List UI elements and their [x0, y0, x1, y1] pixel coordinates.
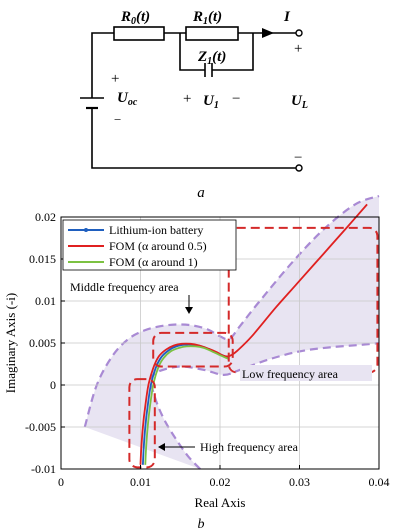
- nyquist-chart: 0 0.01 0.02 0.03 0.04 -0.01 -0.005 0 0.005 0.01 0.…: [3, 194, 390, 531]
- x-tick-label-1: 0.01: [130, 475, 151, 489]
- x-tick-label-3: 0.03: [289, 475, 310, 489]
- envelope-fill: [84, 196, 380, 469]
- wire-bottom: [91, 108, 296, 169]
- legend-label-fom1: FOM (α around 1): [109, 255, 198, 269]
- series-line-2: [144, 345, 230, 465]
- label-current: I: [283, 9, 291, 25]
- label-u1-plus: +: [183, 91, 191, 107]
- label-r0: R0(t): [120, 9, 150, 27]
- y-tick-label-5: 0.015: [29, 252, 56, 266]
- x-axis-label: Real Axis: [195, 495, 246, 510]
- caption-b: b: [198, 517, 205, 531]
- label-u1-minus: −: [232, 91, 240, 107]
- ticks-layer: 0 0.01 0.02 0.03 0.04 -0.01 -0.005 0 0.005 0.01 0.…: [25, 210, 390, 489]
- current-arrow-icon: [262, 28, 274, 38]
- middle-arrowhead-icon: [185, 307, 193, 314]
- legend: Lithium-ion battery FOM (α around 0.5) F…: [62, 219, 237, 271]
- resistor-r1: [185, 26, 239, 41]
- x-tick-label-0: 0: [58, 475, 64, 489]
- terminal-bottom: [295, 164, 303, 172]
- label-r1: R1(t): [192, 9, 222, 27]
- resistor-r0: [113, 26, 165, 41]
- label-ul: UL: [291, 93, 308, 111]
- y-tick-label-4: 0.01: [35, 294, 56, 308]
- y-tick-label-2: 0: [50, 378, 56, 392]
- y-tick-label-0: -0.01: [31, 462, 56, 476]
- series-layer: [139, 203, 368, 465]
- x-tick-label-2: 0.02: [210, 475, 231, 489]
- label-ul-minus: −: [294, 150, 302, 166]
- label-ul-plus: +: [294, 41, 302, 57]
- x-tick-label-4: 0.04: [369, 475, 390, 489]
- envelope-lower-boundary: [148, 341, 380, 470]
- y-axis-label: Imaginary Axis (-i): [3, 293, 18, 393]
- y-tick-label-6: 0.02: [35, 210, 56, 224]
- annotation-middle: Middle frequency area: [70, 280, 179, 294]
- wire-top-left: [91, 32, 114, 92]
- legend-marker-battery: [84, 228, 88, 232]
- region-box-middle: [152, 331, 234, 368]
- label-uoc-minus: −: [114, 112, 121, 127]
- label-uoc: Uoc: [117, 90, 138, 108]
- annotation-low: Low frequency area: [242, 367, 339, 381]
- annotation-high: High frequency area: [200, 440, 299, 454]
- annotation-low-bg: [240, 365, 372, 381]
- legend-label-fom05: FOM (α around 0.5): [109, 239, 207, 253]
- terminal-top: [295, 29, 303, 37]
- y-tick-label-1: -0.005: [25, 420, 56, 434]
- label-uoc-plus: +: [111, 71, 119, 87]
- y-tick-label-3: 0.005: [29, 336, 56, 350]
- equivalent-circuit: [80, 26, 296, 169]
- high-arrowhead-icon: [158, 443, 165, 451]
- wire-rc-left: [179, 33, 205, 71]
- legend-label-battery: Lithium-ion battery: [109, 223, 203, 237]
- region-box-high: [128, 378, 156, 469]
- caption-a: a: [197, 185, 205, 201]
- label-z1: Z1(t): [197, 49, 226, 67]
- label-u1: U1: [203, 93, 219, 111]
- wire-rc-right: [212, 33, 254, 71]
